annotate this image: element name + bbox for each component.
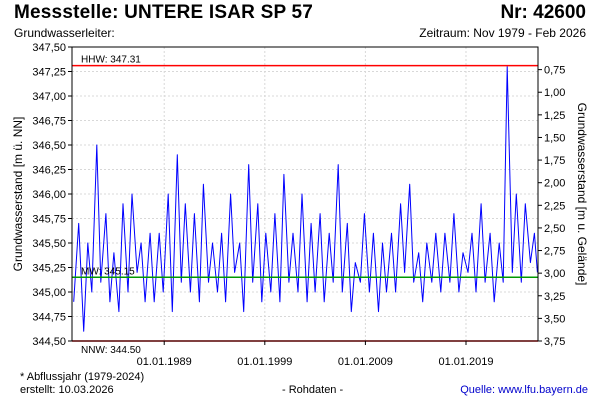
period-label: Zeitraum: Nov 1979 - Feb 2026	[419, 26, 586, 40]
y-tick-label: 346,00	[32, 189, 66, 201]
groundwater-level-series	[73, 66, 538, 332]
y-tick-label-right: 2,00	[544, 178, 565, 190]
y-tick-label: 345,75	[32, 214, 66, 226]
y-tick-label-right: 1,75	[544, 155, 565, 167]
y-tick-label-right: 1,25	[544, 110, 565, 122]
y-axis-right: 0,75 1,00 1,25 1,50 1,75 2,00 2,25 2,50 2,75 3,00…	[538, 65, 565, 348]
y-tick-label: 345,50	[32, 238, 66, 250]
y-tick-label-right: 1,50	[544, 132, 565, 144]
y-tick-label: 347,00	[32, 91, 66, 103]
y-tick-label: 345,00	[32, 287, 66, 299]
station-number: Nr: 42600	[500, 2, 586, 23]
y-tick-label: 344,75	[32, 312, 66, 324]
y-tick-label: 346,75	[32, 116, 66, 128]
data-type-label: - Rohdaten -	[282, 384, 344, 396]
x-tick-label: 01.01.1999	[237, 356, 292, 368]
station-title: Messstelle: UNTERE ISAR SP 57	[14, 2, 314, 23]
y-tick-label-right: 2,25	[544, 200, 565, 212]
created-date: erstellt: 10.03.2026	[20, 384, 114, 396]
footnote: * Abflussjahr (1979-2024)	[20, 371, 145, 383]
source-link[interactable]: Quelle: www.lfu.bayern.de	[460, 384, 588, 396]
x-tick-label: 01.01.2019	[438, 356, 493, 368]
y-tick-label-right: 2,50	[544, 223, 565, 235]
y-tick-label-right: 3,75	[544, 336, 565, 348]
y-tick-label: 347,25	[32, 67, 66, 79]
y-axis-title-left: Grundwasserstand [m ü. NN]	[11, 117, 25, 272]
reference-line-label: HHW: 347.31	[81, 55, 141, 66]
aquifer-label: Grundwasserleiter:	[14, 26, 115, 40]
grid	[72, 46, 538, 342]
x-tick-label: 01.01.2009	[338, 356, 393, 368]
y-tick-label-right: 3,25	[544, 291, 565, 303]
y-tick-label-right: 2,75	[544, 246, 565, 258]
y-tick-label-right: 3,00	[544, 268, 565, 280]
y-tick-label: 347,50	[32, 42, 66, 54]
reference-line-label: NNW: 344.50	[81, 345, 141, 356]
y-tick-label-right: 0,75	[544, 65, 565, 77]
y-tick-label-right: 3,50	[544, 313, 565, 325]
series-layer	[73, 66, 538, 332]
x-tick-label: 01.01.1989	[137, 356, 192, 368]
y-tick-label: 346,50	[32, 140, 66, 152]
y-tick-label-right: 1,00	[544, 87, 565, 99]
reference-line-label: MW: 345.15	[81, 266, 135, 277]
y-tick-label: 346,25	[32, 165, 66, 177]
y-axis-title-right: Grundwasserstand [m u. Gelände]	[575, 103, 589, 286]
y-axis-left: 344,50 344,75 345,00 345,25 345,50 345,75 346,…	[32, 42, 72, 348]
y-tick-label: 345,25	[32, 263, 66, 275]
y-tick-label: 344,50	[32, 336, 66, 348]
x-axis: 01.01.1989 01.01.1999 01.01.2009 01.01.2019	[137, 341, 494, 368]
reference-lines: HHW: 347.31 MW: 345.15 NNW: 344.50	[72, 55, 538, 356]
